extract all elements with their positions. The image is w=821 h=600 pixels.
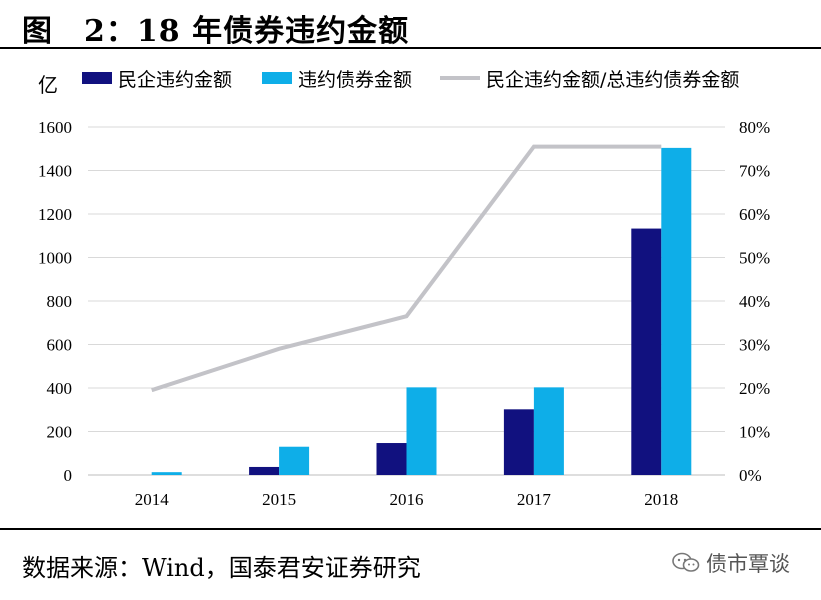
y-left-tick-label: 400 [47,379,73,398]
bar-total-2018 [661,147,692,475]
y-right-tick-label: 50% [739,249,770,268]
y-left-tick-label: 1400 [38,162,72,181]
figure-title: 图 2：18 年债券违约金额 [22,14,410,49]
x-tick-label: 2017 [517,490,552,509]
y-left-tick-label: 1000 [38,249,72,268]
chart: 0 200 400 600 800 1000 1200 1400 1600 0% 10% 20% 30%… [38,69,770,509]
y-right-tick-label: 40% [739,292,770,311]
top-divider [0,47,821,49]
bar-total-2017 [533,387,564,475]
legend-label-0: 民企违约金额 [118,69,232,91]
y-left-tick-label: 0 [64,466,73,485]
y-left-tick-label: 1200 [38,205,72,224]
bottom-divider [0,528,821,530]
bar-total-2016 [406,387,437,475]
wechat-icon [672,552,700,572]
legend-swatch-1 [262,72,292,84]
y-left-tick-label: 800 [47,292,73,311]
series-line-ratio [151,144,662,393]
y-right-tick-label: 60% [739,205,770,224]
x-tick-label: 2014 [135,490,170,509]
y-left-tick-label: 200 [47,423,73,442]
y-left-tick-label: 1600 [38,118,72,137]
y-right-tick-label: 0% [739,466,762,485]
x-tick-label: 2016 [390,490,424,509]
legend-swatch-0 [82,72,112,84]
x-tick-label: 2018 [644,490,678,509]
y-right-tick-label: 70% [739,162,770,181]
bar-private-2017 [503,409,534,475]
brand-watermark: 债市覃谈 [672,548,790,578]
y-right-tick-label: 20% [739,379,770,398]
bar-private-2018 [631,228,662,475]
legend-label-1: 违约债券金额 [298,69,412,91]
y-right-tick-label: 30% [739,336,770,355]
bar-private-2015 [249,466,280,475]
y-right-tick-label: 10% [739,423,770,442]
x-tick-label: 2015 [262,490,296,509]
source-text: Wind，国泰君安证券研究 [142,554,421,582]
source-label: 数据来源： [22,554,142,582]
legend-label-2: 民企违约金额/总违约债券金额 [486,69,739,91]
bar-total-2014 [151,472,182,475]
source-note: 数据来源：Wind，国泰君安证券研究 [22,548,421,583]
y-left-tick-label: 600 [47,336,73,355]
y-right-tick-label: 80% [739,118,770,137]
bar-private-2016 [376,443,407,475]
brand-name: 债市覃谈 [706,552,790,576]
y-left-axis-label: 亿 [38,73,58,97]
bar-total-2015 [279,446,310,475]
